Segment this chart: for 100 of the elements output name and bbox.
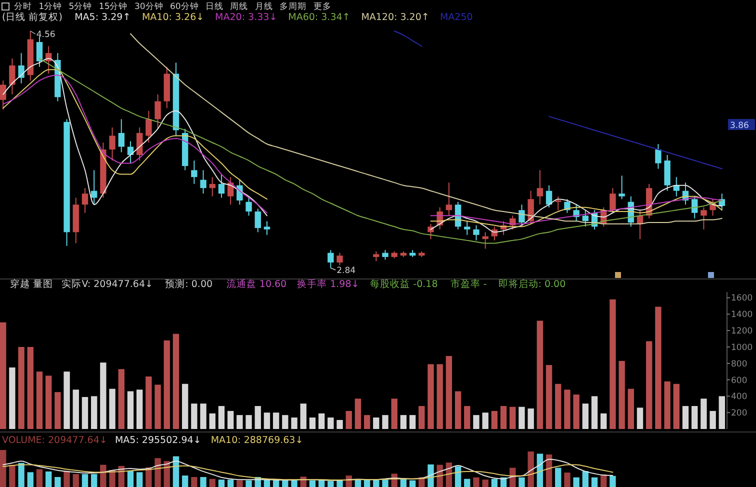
bar xyxy=(382,415,388,429)
bar xyxy=(464,478,470,487)
bar xyxy=(146,467,152,487)
text: 即将启动: 0.00 xyxy=(498,278,566,290)
bar xyxy=(610,476,616,487)
candlestick xyxy=(118,118,124,153)
bar xyxy=(172,456,180,487)
bar xyxy=(328,418,334,429)
bar xyxy=(191,477,198,487)
y-tick-label: 1000 xyxy=(731,342,753,353)
y-tick-label: 200 xyxy=(731,408,748,419)
bar xyxy=(0,450,6,487)
candlestick xyxy=(0,80,6,110)
bar xyxy=(72,390,79,429)
bar xyxy=(54,392,61,429)
text: MA5: 295502.94↓ xyxy=(114,435,202,446)
bar xyxy=(518,477,525,487)
bar xyxy=(618,360,625,429)
bar xyxy=(482,412,488,429)
annotation: 2.84 xyxy=(336,266,356,276)
text: MA120: 3.20↑ xyxy=(361,12,430,23)
text: 穿越 量图 xyxy=(10,278,54,290)
bar xyxy=(227,480,234,487)
candlestick xyxy=(528,190,534,224)
text: MA5: 3.29↑ xyxy=(74,12,131,23)
bar xyxy=(555,468,562,487)
candlestick xyxy=(692,196,698,219)
bar xyxy=(209,413,216,429)
bar xyxy=(682,406,689,429)
bar xyxy=(90,474,98,487)
candlestick xyxy=(218,174,225,198)
candlestick xyxy=(618,175,625,200)
bar xyxy=(582,404,589,429)
bar xyxy=(718,396,725,429)
bar xyxy=(209,478,216,487)
candlestick xyxy=(446,182,452,216)
bar xyxy=(127,391,134,429)
bar xyxy=(710,410,716,429)
bar xyxy=(473,477,480,487)
bar xyxy=(118,369,124,429)
bar xyxy=(64,372,70,429)
bar xyxy=(200,477,206,487)
candlestick xyxy=(200,170,206,194)
candlestick xyxy=(18,52,24,84)
bar xyxy=(454,466,462,487)
bar xyxy=(109,388,116,429)
bar xyxy=(628,388,634,429)
bar xyxy=(9,367,16,429)
candlestick xyxy=(9,58,16,95)
bar xyxy=(391,398,398,429)
bar xyxy=(582,471,589,487)
bar xyxy=(291,418,298,429)
bar xyxy=(364,480,370,487)
candlestick xyxy=(700,206,707,230)
candlestick xyxy=(209,176,216,197)
bar xyxy=(546,365,552,429)
bar xyxy=(373,418,380,429)
y-tick-label: 1400 xyxy=(731,310,753,320)
bar xyxy=(636,408,644,429)
bar xyxy=(346,410,352,429)
bar xyxy=(482,480,488,487)
bar xyxy=(154,458,161,487)
candlestick xyxy=(610,188,616,214)
y-tick-label: 1200 xyxy=(731,326,753,337)
bar xyxy=(336,480,343,487)
candlestick xyxy=(328,250,334,268)
bar xyxy=(282,415,288,429)
bar xyxy=(409,415,416,429)
candlestick xyxy=(146,110,152,144)
bar xyxy=(100,464,106,487)
bar xyxy=(154,384,161,429)
candlestick xyxy=(336,252,343,266)
bar xyxy=(692,406,698,429)
bar xyxy=(191,404,198,429)
bar xyxy=(364,415,370,429)
chart-title: (日线 前复权) xyxy=(2,11,62,23)
bar xyxy=(591,477,598,487)
bar xyxy=(309,480,316,487)
bar xyxy=(182,384,188,429)
candlestick xyxy=(264,220,270,236)
candlestick xyxy=(254,208,261,233)
text: 每股收益 -0.18 xyxy=(370,278,438,290)
bar xyxy=(500,406,507,429)
candlestick xyxy=(90,170,98,206)
candlestick xyxy=(464,220,470,236)
bar xyxy=(528,451,534,487)
bar xyxy=(246,480,252,487)
bar xyxy=(454,391,462,429)
bar xyxy=(254,406,261,429)
bar xyxy=(700,398,707,429)
bar xyxy=(382,480,388,487)
text: MA250 xyxy=(440,12,473,23)
bar xyxy=(418,406,425,429)
candlestick xyxy=(473,224,480,241)
candlestick xyxy=(246,196,252,216)
bar xyxy=(90,396,98,429)
bar xyxy=(27,472,34,487)
bar xyxy=(136,390,143,429)
bar xyxy=(264,412,270,429)
text: MA10: 288769.63↓ xyxy=(210,435,304,446)
